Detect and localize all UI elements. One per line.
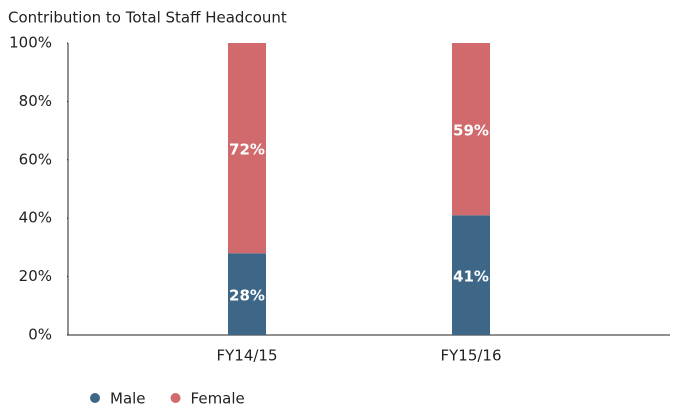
data-label: 59%: [453, 122, 489, 140]
y-tick-label: 100%: [9, 34, 52, 52]
legend-label: Male: [110, 390, 146, 408]
data-label: 72%: [229, 141, 265, 159]
data-label: 41%: [453, 268, 489, 286]
legend-marker: [90, 393, 100, 403]
y-tick-label: 20%: [19, 267, 52, 285]
y-tick-label: 0%: [28, 326, 52, 344]
legend-marker: [170, 393, 181, 403]
x-tick-label: FY15/16: [440, 347, 501, 365]
bar-segment: [452, 43, 490, 216]
bar-segment: [452, 215, 490, 335]
bar-segment: [228, 43, 266, 254]
chart-title: Contribution to Total Staff Headcount: [8, 9, 287, 27]
legend-label: Female: [191, 390, 245, 408]
y-tick-label: 40%: [19, 209, 52, 227]
y-tick-label: 60%: [19, 150, 52, 168]
x-tick-label: FY14/15: [216, 347, 277, 365]
data-label: 28%: [229, 287, 265, 305]
y-tick-label: 80%: [19, 92, 52, 110]
bar-segment: [228, 253, 266, 335]
